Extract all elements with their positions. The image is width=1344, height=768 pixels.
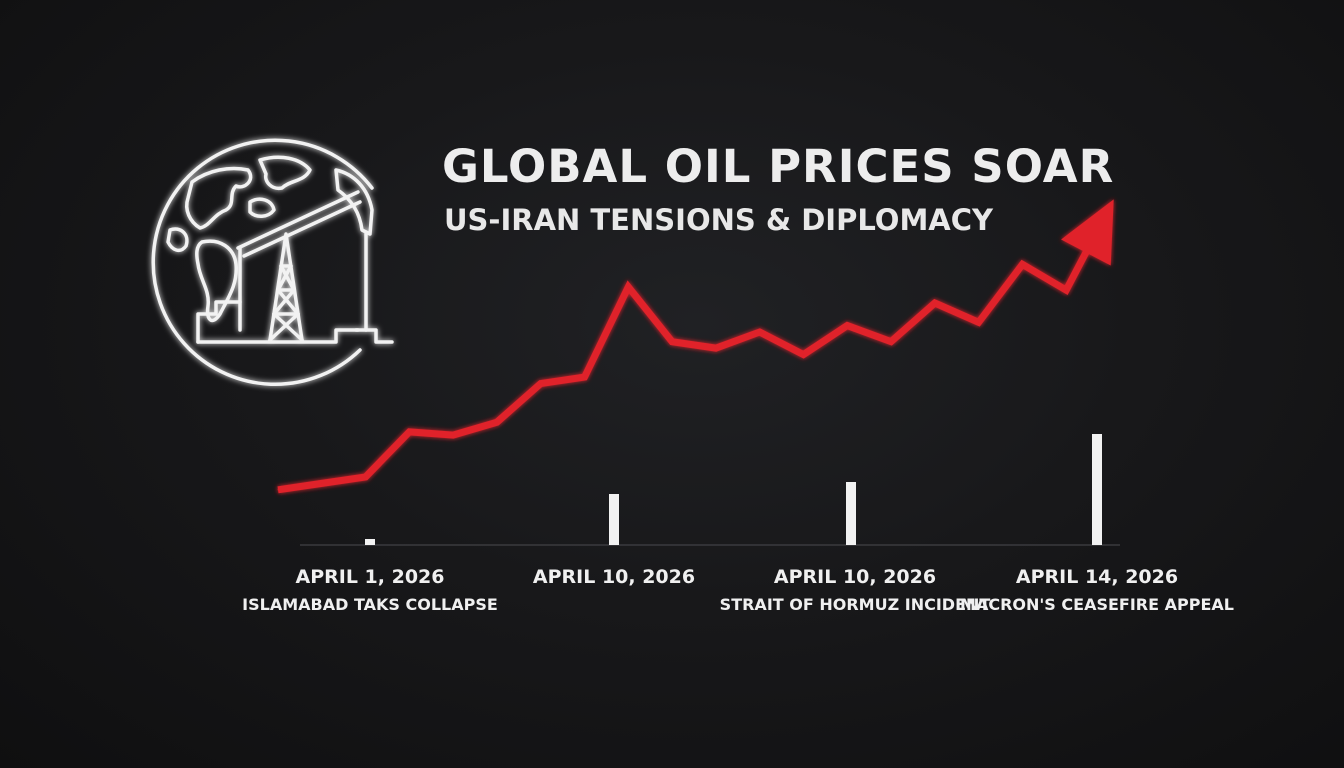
price-point (496, 421, 498, 423)
globe-oil-pump-icon (151, 138, 394, 387)
event-label: ISLAMABAD TAKS COLLAPSE (242, 595, 498, 614)
price-point (408, 431, 410, 433)
price-point (365, 476, 367, 478)
price-point (671, 341, 673, 343)
price-point (802, 354, 804, 356)
price-point (715, 347, 717, 349)
price-point (934, 302, 936, 304)
price-point (890, 341, 892, 343)
price-point (540, 383, 542, 385)
event-date: APRIL 14, 2026 (1016, 566, 1178, 588)
price-point (321, 482, 323, 484)
arrow-up-icon (1061, 199, 1114, 266)
price-point (277, 489, 279, 491)
event-bar (1092, 434, 1102, 545)
price-point (759, 331, 761, 333)
event-labels: APRIL 1, 2026 ISLAMABAD TAKS COLLAPSE APRI… (242, 566, 1234, 614)
event-date: APRIL 10, 2026 (774, 566, 936, 588)
price-point (846, 325, 848, 327)
event-label: STRAIT OF HORMUZ INCIDENT (720, 595, 991, 614)
event-bar (609, 494, 619, 545)
event-bars (365, 434, 1102, 545)
price-point (1065, 289, 1067, 291)
price-point (627, 286, 629, 288)
price-point (452, 434, 454, 436)
event-date: APRIL 1, 2026 (296, 566, 445, 588)
price-point (584, 376, 586, 378)
price-series (277, 199, 1114, 494)
page-title: GLOBAL OIL PRICES SOAR (442, 140, 1115, 193)
event-bar (846, 482, 856, 545)
price-point (978, 321, 980, 323)
price-point (1021, 263, 1023, 265)
event-bar (365, 539, 375, 545)
price-line (277, 232, 1099, 494)
page-subtitle: US-IRAN TENSIONS & DIPLOMACY (444, 203, 994, 237)
event-label: MACRON'S CEASEFIRE APPEAL (960, 595, 1234, 614)
event-date: APRIL 10, 2026 (533, 566, 695, 588)
